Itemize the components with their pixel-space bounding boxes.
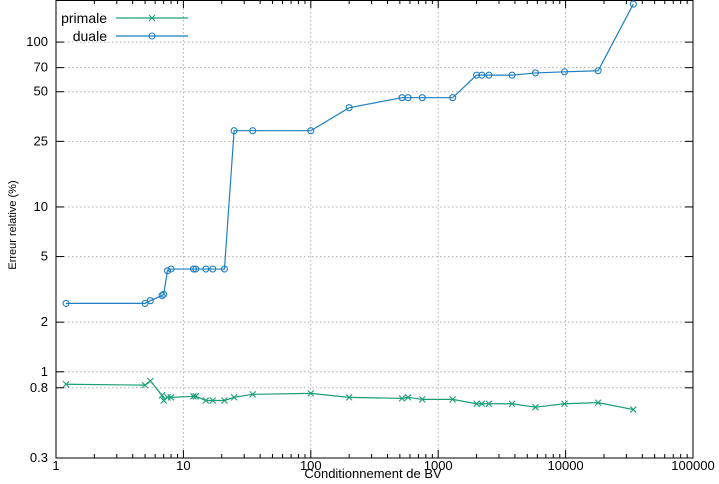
data-point-duale xyxy=(220,265,229,273)
data-point-primale xyxy=(230,393,238,401)
legend-marker-primale xyxy=(148,14,156,22)
data-point-duale xyxy=(478,71,486,79)
y-tick-label: 50 xyxy=(34,84,48,99)
data-point-primale xyxy=(141,381,149,389)
x-axis-title: Conditionnement de BV xyxy=(304,466,442,481)
data-point-primale xyxy=(561,400,568,408)
data-point-primale xyxy=(594,399,602,407)
data-point-primale xyxy=(62,380,70,388)
data-point-primale xyxy=(249,390,257,398)
data-point-duale xyxy=(508,71,516,79)
data-point-duale xyxy=(531,69,540,77)
data-point-primale xyxy=(418,396,426,403)
data-point-primale xyxy=(190,392,197,400)
data-point-primale xyxy=(192,392,200,400)
data-point-primale xyxy=(404,393,412,401)
data-point-duale xyxy=(163,267,172,275)
data-point-duale xyxy=(418,94,426,102)
data-point-primale xyxy=(532,403,539,411)
data-point-duale xyxy=(158,292,166,300)
y-tick-label: 25 xyxy=(34,133,48,148)
data-point-duale xyxy=(189,265,198,273)
data-point-primale xyxy=(449,396,457,403)
data-point-duale xyxy=(629,0,637,8)
data-point-primale xyxy=(473,400,480,408)
data-point-primale xyxy=(202,397,210,404)
data-point-primale xyxy=(307,389,315,397)
x-tick-label: 10 xyxy=(176,458,190,473)
data-point-primale xyxy=(629,406,637,413)
plot-frame xyxy=(55,0,694,459)
data-point-primale xyxy=(221,397,228,404)
series-line-primale xyxy=(66,380,634,411)
x-tick-label: 100000 xyxy=(671,458,714,473)
y-tick-label: 5 xyxy=(41,249,48,264)
data-point-duale xyxy=(404,94,412,102)
y-tick-label: 10 xyxy=(34,199,48,214)
data-point-duale xyxy=(449,94,457,102)
data-point-duale xyxy=(192,265,200,273)
y-axis-title: Erreur relative (%) xyxy=(7,180,19,269)
data-point-duale xyxy=(473,71,481,79)
series-line-duale xyxy=(66,3,634,304)
legend-marker-duale xyxy=(148,32,156,40)
legend-label-duale: duale xyxy=(73,28,107,44)
data-point-duale xyxy=(249,127,257,135)
data-point-duale xyxy=(167,265,175,273)
x-tick-label: 1 xyxy=(52,458,59,473)
data-point-duale xyxy=(160,290,168,298)
y-tick-label: 1 xyxy=(41,364,48,379)
data-point-duale xyxy=(594,67,602,75)
data-point-duale xyxy=(202,265,210,273)
x-tick-label: 100 xyxy=(300,458,322,473)
data-point-primale xyxy=(209,397,217,404)
data-point-primale xyxy=(485,400,493,408)
data-point-duale xyxy=(62,299,70,307)
x-tick-label: 10000 xyxy=(548,458,584,473)
legend-label-primale: primale xyxy=(61,10,107,26)
data-point-duale xyxy=(209,265,217,273)
data-point-duale xyxy=(345,104,353,112)
data-point-duale xyxy=(230,127,238,135)
y-tick-label: 2 xyxy=(41,314,48,329)
grid-lines xyxy=(56,0,693,458)
data-point-duale xyxy=(560,68,569,76)
y-tick-label: 70 xyxy=(34,60,48,75)
y-tick-label: 0.8 xyxy=(30,380,48,395)
y-tick-label: 0.3 xyxy=(30,450,48,465)
data-point-primale xyxy=(167,393,175,401)
data-point-primale xyxy=(146,377,154,385)
data-point-primale xyxy=(158,391,166,399)
x-tick-label: 1000 xyxy=(424,458,453,473)
data-point-primale xyxy=(398,394,406,402)
data-point-duale xyxy=(485,71,493,79)
data-point-primale xyxy=(345,393,353,401)
data-point-primale xyxy=(478,400,486,408)
data-point-duale xyxy=(307,127,315,135)
y-tick-label: 100 xyxy=(26,34,48,49)
data-point-primale xyxy=(508,400,516,408)
data-point-duale xyxy=(146,297,154,305)
